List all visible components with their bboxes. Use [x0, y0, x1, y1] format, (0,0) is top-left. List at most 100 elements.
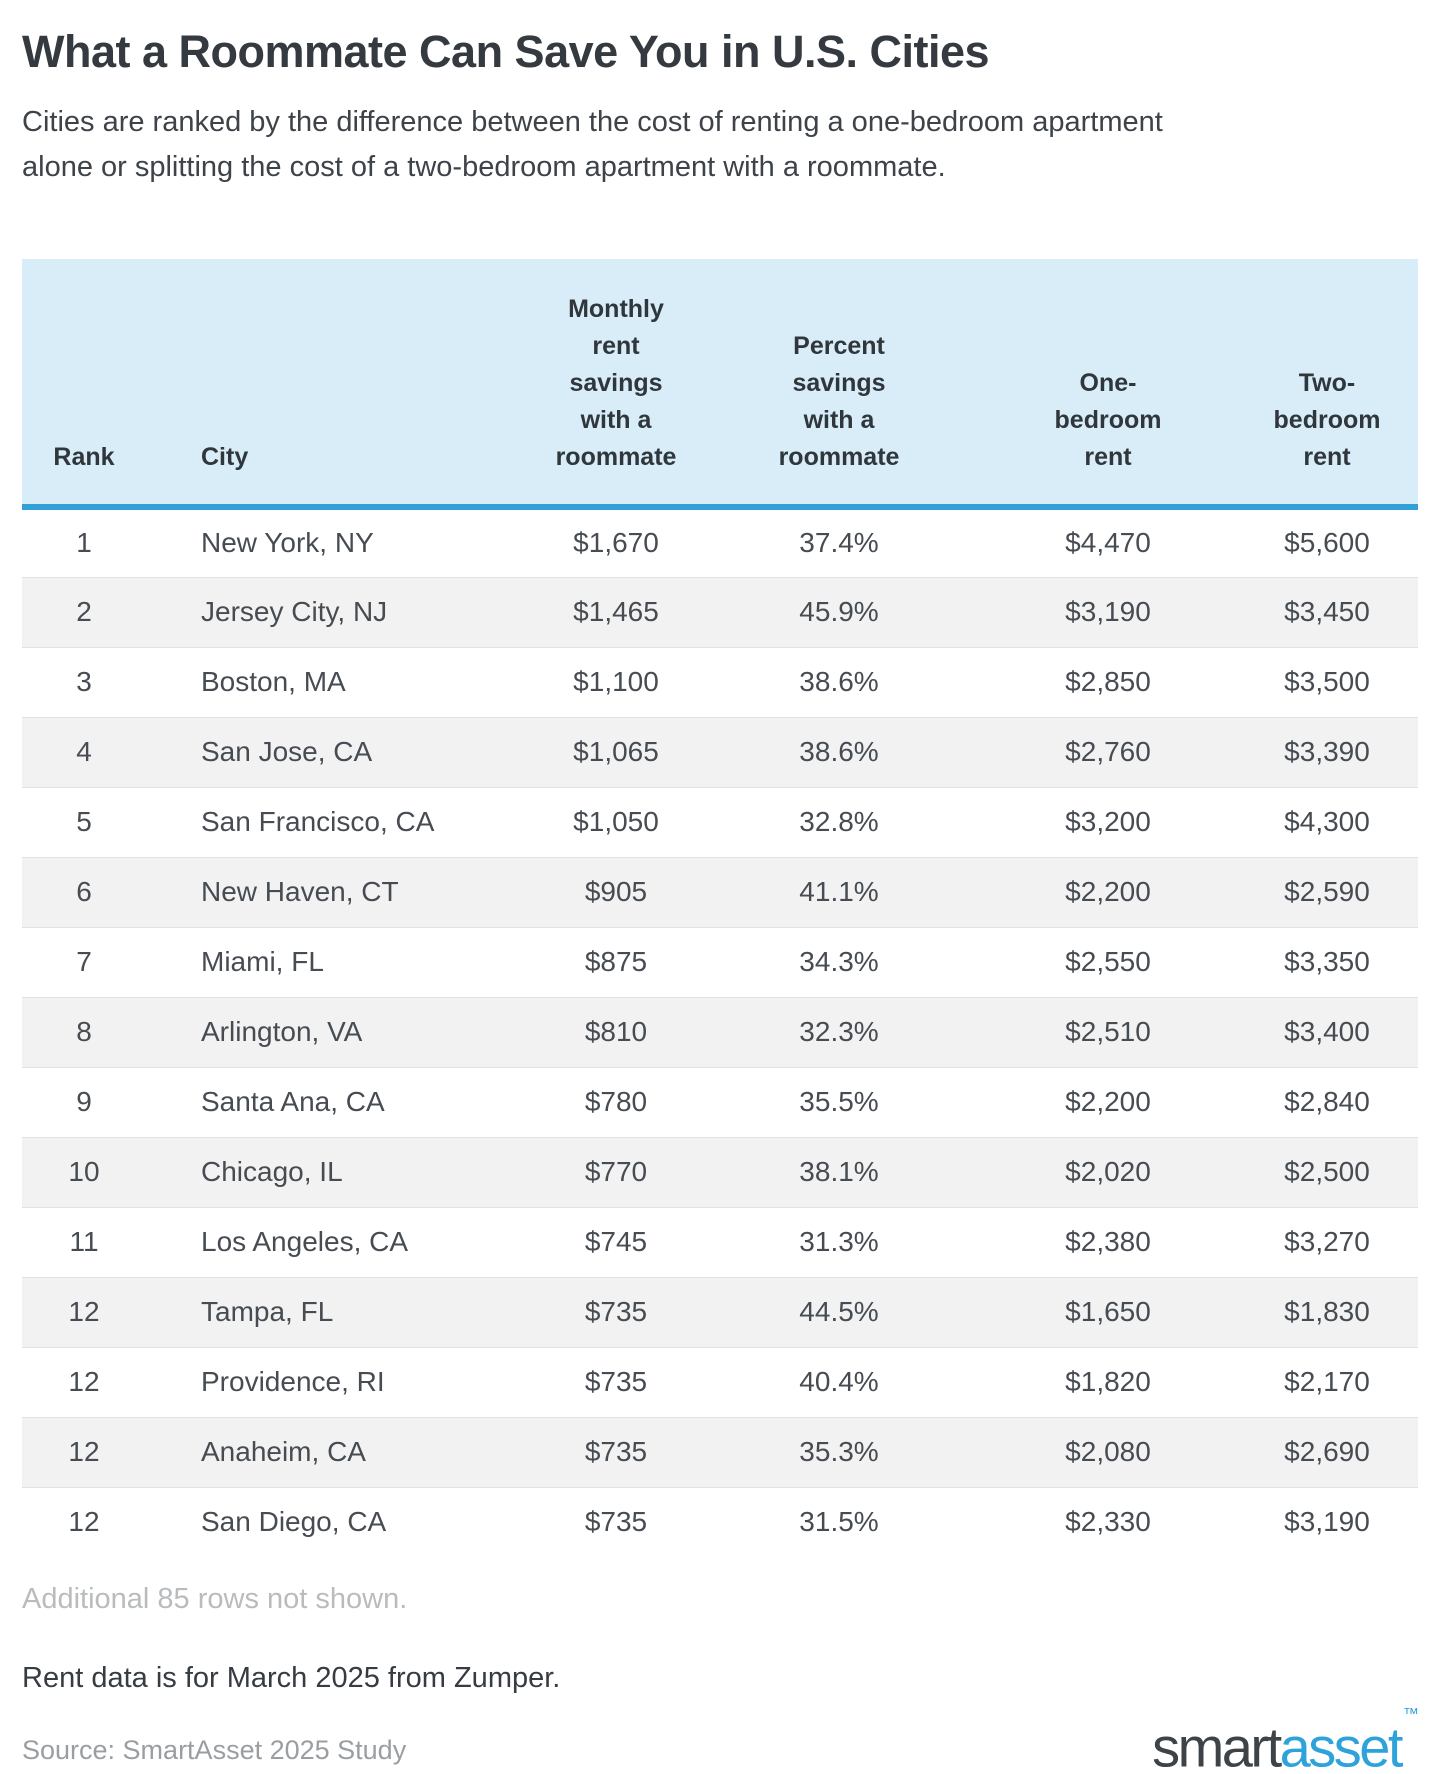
cell-city: Arlington, VA: [146, 996, 481, 1067]
cell-two-bedroom-rent: $3,190: [1215, 1486, 1418, 1557]
cell-city: New Haven, CT: [146, 856, 481, 927]
cell-two-bedroom-rent: $5,600: [1284, 527, 1370, 559]
cell-city: Boston, MA: [146, 646, 481, 717]
cell-city: San Jose, CA: [146, 716, 481, 787]
cell-two-bedroom-rent: $2,690: [1215, 1416, 1418, 1487]
cell-percent-savings: 41.1%: [751, 856, 1001, 927]
column-header-percent-savings: Percent savings with a roommate: [751, 259, 1001, 510]
column-header-one-bedroom: One- bedroom rent: [1001, 259, 1215, 510]
cell-monthly-savings: $1,670: [573, 527, 659, 559]
cell-one-bedroom-rent: $2,380: [1001, 1206, 1215, 1277]
smartasset-logo: smartasset™: [1152, 1706, 1419, 1774]
table-row: 10 Chicago, IL $770 38.1% $2,020 $2,500: [22, 1136, 1418, 1207]
cell-two-bedroom-rent: $1,830: [1215, 1276, 1418, 1347]
cell-two-bedroom-rent: $3,450: [1215, 576, 1418, 647]
column-header-city: City: [146, 259, 481, 510]
note-source: Source: SmartAsset 2025 Study: [22, 1734, 407, 1765]
logo-trademark-icon: ™: [1403, 1706, 1419, 1723]
page-subtitle: Cities are ranked by the difference betw…: [22, 106, 1163, 183]
table-row: 12 Providence, RI $735 40.4% $1,820 $2,1…: [22, 1346, 1418, 1417]
cell-monthly-savings: $735: [481, 1486, 751, 1557]
cell-percent-savings: 44.5%: [751, 1276, 1001, 1347]
cell-percent-savings: 38.1%: [751, 1136, 1001, 1207]
cell-one-bedroom-rent: $2,550: [1001, 926, 1215, 997]
logo-smart: smart: [1152, 1715, 1282, 1774]
table-row: 12 San Diego, CA $735 31.5% $2,330 $3,19…: [22, 1486, 1418, 1557]
cell-rank: 3: [22, 646, 146, 717]
cell-monthly-savings: $735: [481, 1416, 751, 1487]
cell-percent-savings: 31.3%: [751, 1206, 1001, 1277]
cell-one-bedroom-rent: $2,020: [1001, 1136, 1215, 1207]
cell-monthly-savings: $1,465: [481, 576, 751, 647]
cell-one-bedroom-rent: $2,200: [1001, 856, 1215, 927]
cell-percent-savings: 38.6%: [751, 646, 1001, 717]
page-title: What a Roommate Can Save You in U.S. Cit…: [22, 26, 990, 77]
cell-one-bedroom-rent: $3,200: [1001, 786, 1215, 857]
cell-rank: 12: [22, 1416, 146, 1487]
cell-rank: 7: [22, 926, 146, 997]
cell-rank: 6: [22, 856, 146, 927]
cell-monthly-savings: $780: [481, 1066, 751, 1137]
cell-city: Miami, FL: [146, 926, 481, 997]
cell-percent-savings: 40.4%: [751, 1346, 1001, 1417]
column-header-rank: Rank: [22, 259, 146, 510]
cell-rank: 10: [22, 1136, 146, 1207]
cell-two-bedroom-rent: $3,390: [1215, 716, 1418, 787]
cell-rank: 9: [22, 1066, 146, 1137]
cell-monthly-savings: $735: [481, 1346, 751, 1417]
cell-two-bedroom-rent: $2,590: [1215, 856, 1418, 927]
cell-one-bedroom-rent: $4,470: [1065, 527, 1151, 559]
table-row: 11 Los Angeles, CA $745 31.3% $2,380 $3,…: [22, 1206, 1418, 1277]
cell-city: Santa Ana, CA: [146, 1066, 481, 1137]
cell-monthly-savings: $1,100: [481, 646, 751, 717]
cell-city: Chicago, IL: [146, 1136, 481, 1207]
cell-percent-savings: 37.4%: [799, 527, 879, 559]
table-row: 12 Anaheim, CA $735 35.3% $2,080 $2,690: [22, 1416, 1418, 1487]
cell-two-bedroom-rent: $3,270: [1215, 1206, 1418, 1277]
cell-monthly-savings: $875: [481, 926, 751, 997]
cell-rank: 12: [22, 1346, 146, 1417]
table-row: 12 Tampa, FL $735 44.5% $1,650 $1,830: [22, 1276, 1418, 1347]
table-row: 6 New Haven, CT $905 41.1% $2,200 $2,590: [22, 856, 1418, 927]
cell-monthly-savings: $745: [481, 1206, 751, 1277]
cell-city: New York, NY: [201, 527, 374, 559]
cell-monthly-savings: $810: [481, 996, 751, 1067]
cell-two-bedroom-rent: $4,300: [1215, 786, 1418, 857]
cell-one-bedroom-rent: $3,190: [1001, 576, 1215, 647]
cell-monthly-savings: $770: [481, 1136, 751, 1207]
logo-asset: asset: [1279, 1715, 1404, 1774]
cell-rank: 11: [22, 1206, 146, 1277]
footer: Source: SmartAsset 2025 Study smartasset…: [22, 1706, 1419, 1774]
cell-one-bedroom-rent: $2,330: [1001, 1486, 1215, 1557]
cell-one-bedroom-rent: $2,850: [1001, 646, 1215, 717]
cell-rank: 4: [22, 716, 146, 787]
table-header-row: Rank City Monthly rent savings with a ro…: [22, 259, 1418, 510]
table-row: 8 Arlington, VA $810 32.3% $2,510 $3,400: [22, 996, 1418, 1067]
cell-one-bedroom-rent: $1,820: [1001, 1346, 1215, 1417]
cell-city: Tampa, FL: [146, 1276, 481, 1347]
cell-city: San Francisco, CA: [146, 786, 481, 857]
cell-one-bedroom-rent: $2,080: [1001, 1416, 1215, 1487]
cell-two-bedroom-rent: $3,500: [1215, 646, 1418, 717]
table-row: 9 Santa Ana, CA $780 35.5% $2,200 $2,840: [22, 1066, 1418, 1137]
cell-two-bedroom-rent: $2,170: [1215, 1346, 1418, 1417]
cell-two-bedroom-rent: $3,350: [1215, 926, 1418, 997]
cell-two-bedroom-rent: $2,500: [1215, 1136, 1418, 1207]
column-header-monthly-savings: Monthly rent savings with a roommate: [481, 259, 751, 510]
cell-percent-savings: 34.3%: [751, 926, 1001, 997]
cell-city: San Diego, CA: [146, 1486, 481, 1557]
cell-city: Anaheim, CA: [146, 1416, 481, 1487]
column-header-two-bedroom: Two- bedroom rent: [1215, 259, 1418, 510]
table-row: 4 San Jose, CA $1,065 38.6% $2,760 $3,39…: [22, 716, 1418, 787]
cell-rank: 2: [22, 576, 146, 647]
cell-rank: 1: [76, 527, 92, 559]
cell-monthly-savings: $735: [481, 1276, 751, 1347]
table-row: 7 Miami, FL $875 34.3% $2,550 $3,350: [22, 926, 1418, 997]
note-rent-data: Rent data is for March 2025 from Zumper.: [22, 1662, 561, 1694]
cell-percent-savings: 32.3%: [751, 996, 1001, 1067]
table-row: 3 Boston, MA $1,100 38.6% $2,850 $3,500: [22, 646, 1418, 717]
cell-percent-savings: 35.3%: [751, 1416, 1001, 1487]
cell-city: Los Angeles, CA: [146, 1206, 481, 1277]
cell-one-bedroom-rent: $1,650: [1001, 1276, 1215, 1347]
